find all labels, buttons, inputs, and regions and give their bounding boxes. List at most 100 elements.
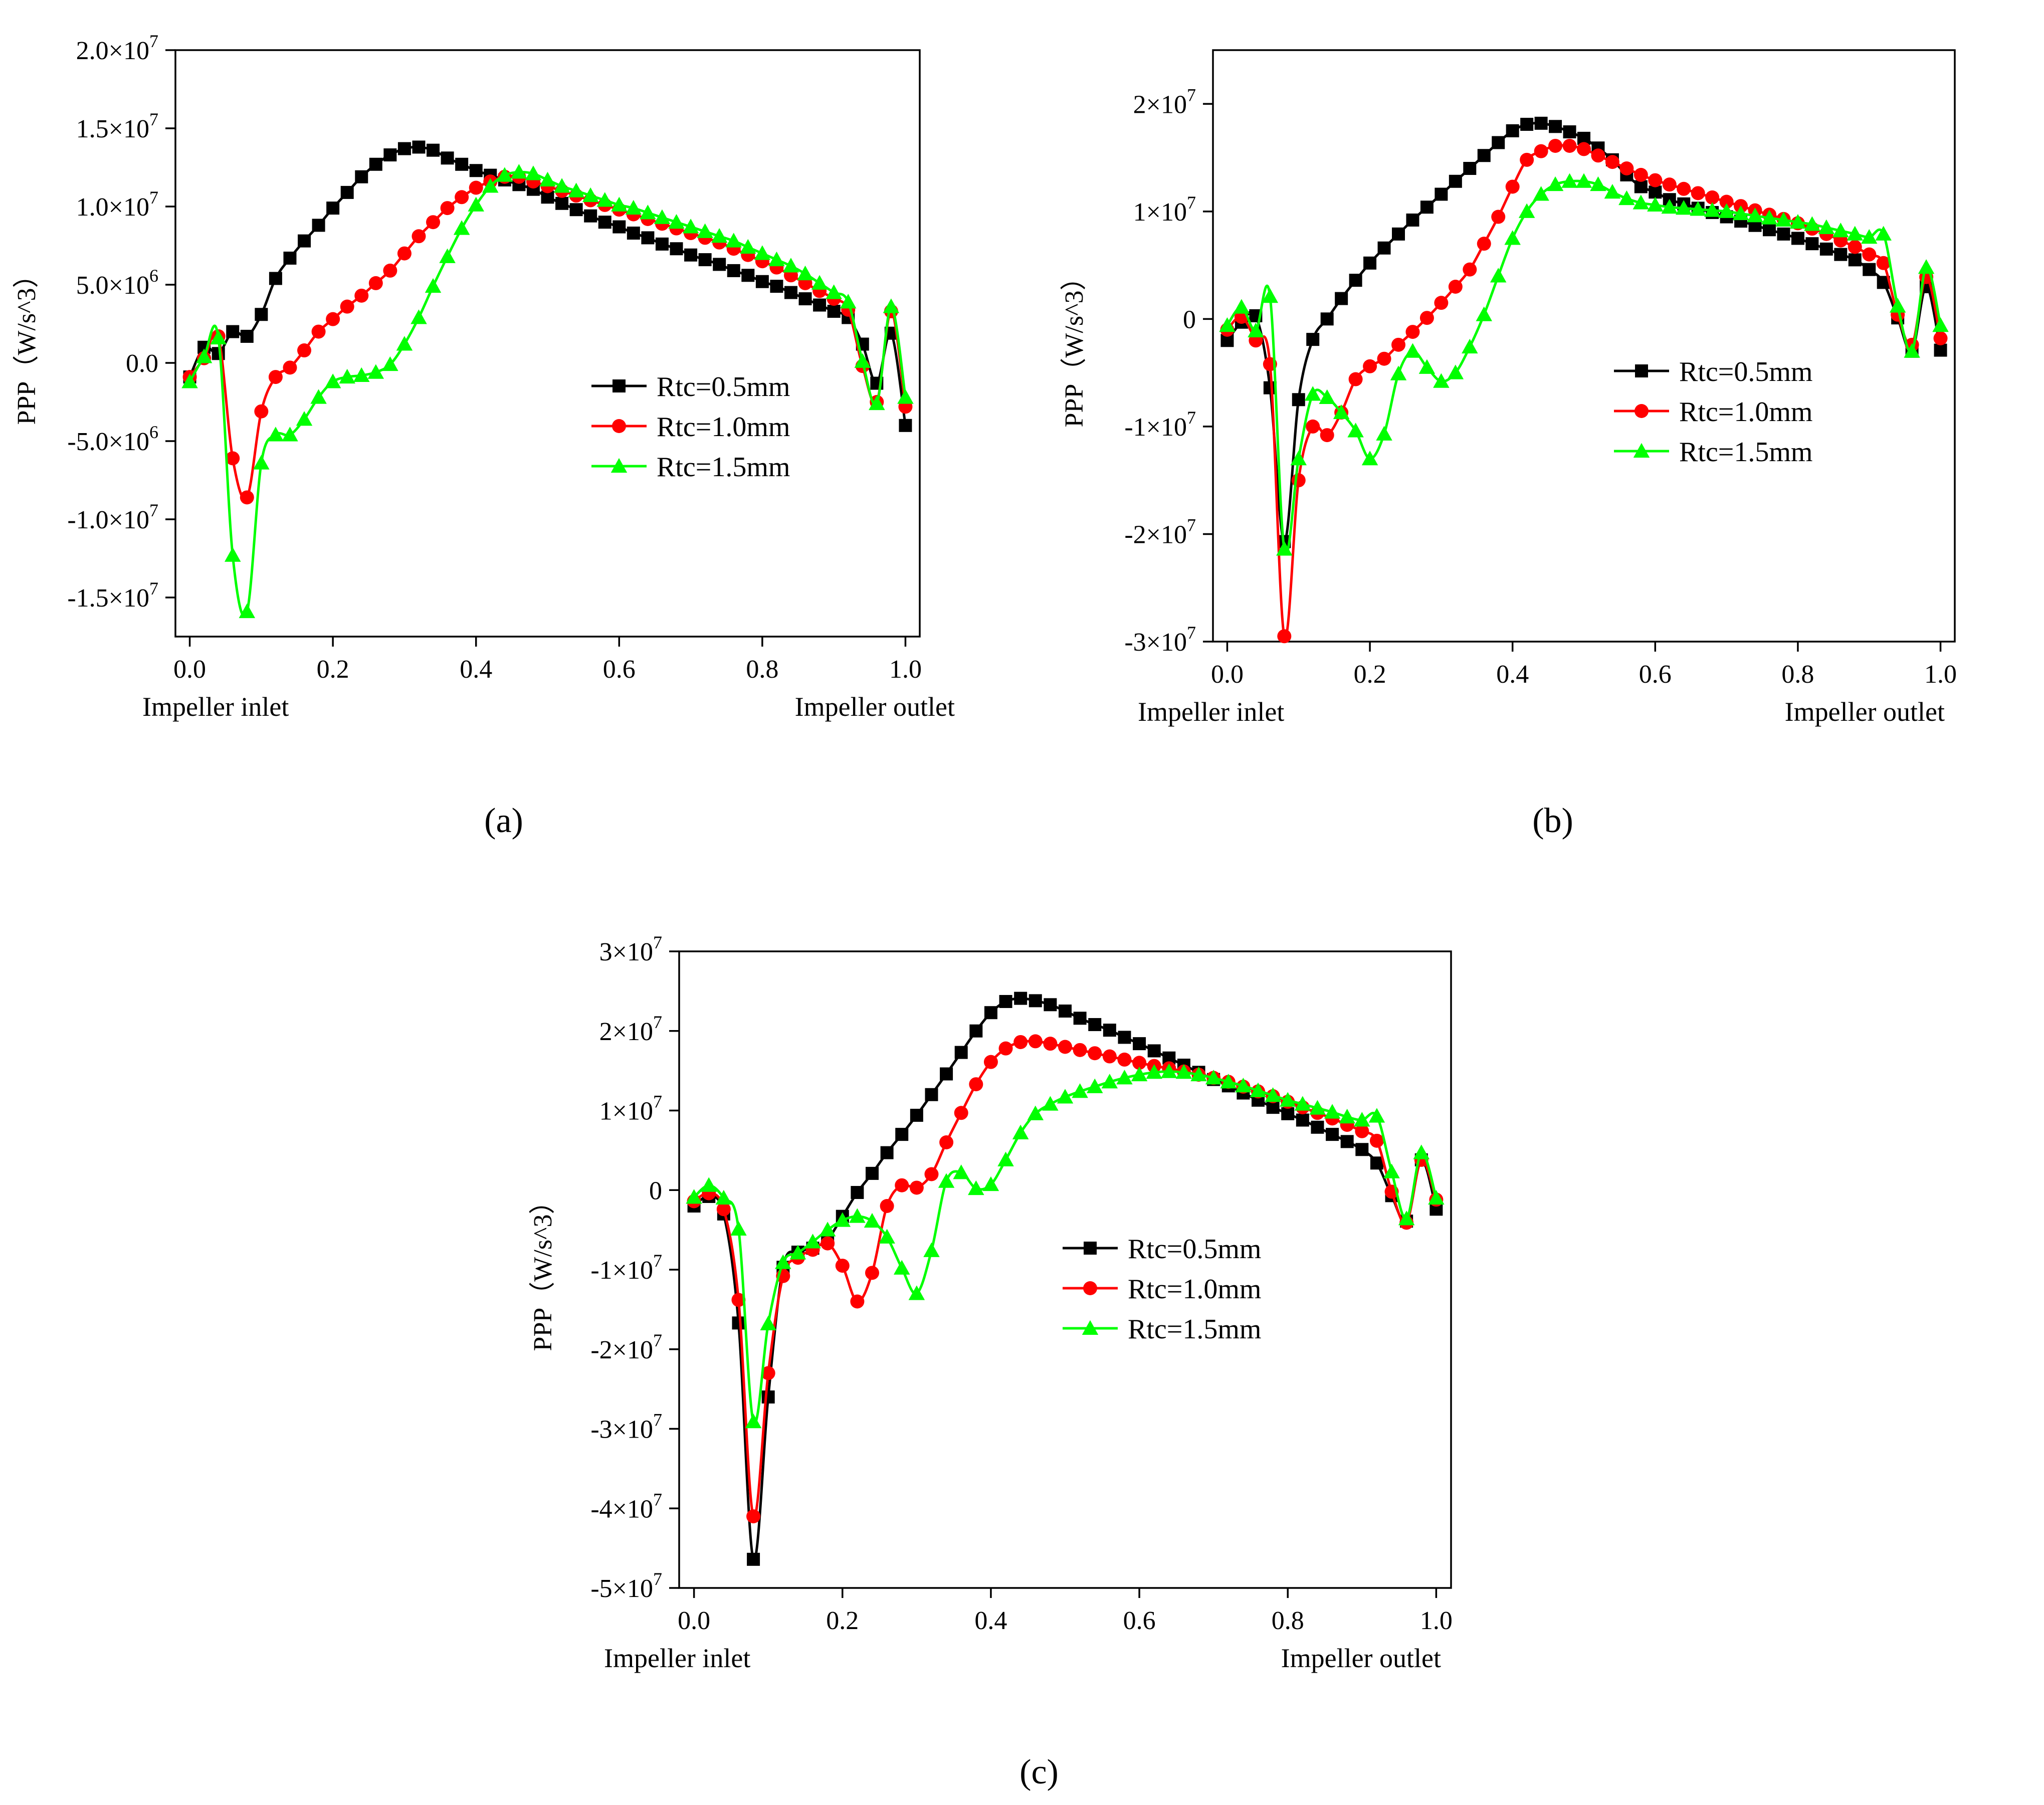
data-point bbox=[1088, 1046, 1102, 1061]
data-point bbox=[1326, 1128, 1339, 1141]
data-point bbox=[1086, 1078, 1103, 1093]
data-point bbox=[1591, 148, 1605, 163]
data-point bbox=[1370, 1156, 1383, 1170]
data-point bbox=[835, 1259, 850, 1273]
series-Rtc=1.5mm bbox=[686, 1063, 1445, 1429]
data-point bbox=[746, 1509, 761, 1524]
data-point bbox=[525, 165, 542, 180]
data-point bbox=[340, 299, 354, 314]
data-point bbox=[1590, 176, 1606, 191]
data-point bbox=[1934, 343, 1947, 357]
data-point bbox=[1363, 256, 1377, 270]
data-point bbox=[1391, 337, 1405, 352]
data-point bbox=[496, 167, 513, 182]
data-point bbox=[686, 1189, 702, 1204]
data-point bbox=[254, 404, 269, 419]
data-point bbox=[1404, 343, 1421, 358]
data-point bbox=[1248, 322, 1264, 337]
legend-marker bbox=[1082, 1320, 1099, 1335]
data-point bbox=[584, 209, 597, 223]
data-point bbox=[1918, 259, 1935, 274]
data-point bbox=[553, 178, 570, 193]
data-point bbox=[1028, 1034, 1043, 1049]
data-point bbox=[1101, 1074, 1118, 1089]
data-point bbox=[775, 1254, 791, 1269]
data-point bbox=[1718, 203, 1735, 218]
y-axis-label: PPP（W/s^3） bbox=[13, 262, 41, 425]
plot-frame bbox=[174, 49, 921, 638]
data-point bbox=[668, 214, 685, 229]
legend-marker bbox=[610, 458, 628, 473]
data-point bbox=[938, 1173, 955, 1188]
data-point bbox=[297, 343, 312, 358]
data-point bbox=[1072, 1083, 1088, 1098]
data-point bbox=[1847, 226, 1864, 241]
series-Rtc=1.0mm bbox=[687, 1034, 1444, 1524]
series-Rtc=1.5mm bbox=[181, 164, 914, 619]
y-tick-label: 1.5×107 bbox=[76, 109, 158, 143]
y-axis-label: PPP（W/s^3） bbox=[529, 1188, 557, 1351]
data-point bbox=[730, 1221, 747, 1236]
data-point bbox=[1012, 1124, 1029, 1139]
data-point bbox=[1306, 419, 1320, 434]
data-point bbox=[397, 246, 412, 261]
data-point bbox=[181, 373, 198, 388]
data-point bbox=[1476, 306, 1493, 321]
data-point bbox=[879, 1229, 895, 1244]
data-point bbox=[697, 223, 713, 238]
data-point bbox=[821, 1236, 835, 1251]
data-point bbox=[368, 276, 383, 290]
data-point bbox=[1549, 120, 1562, 133]
data-point bbox=[1349, 274, 1362, 287]
legend-label: Rtc=1.0mm bbox=[657, 412, 790, 443]
x-tick-label: 0.2 bbox=[317, 655, 349, 684]
y-tick-label: -4×107 bbox=[590, 1489, 662, 1523]
panel-label: (c) bbox=[1019, 1753, 1059, 1791]
data-point bbox=[1057, 1089, 1074, 1104]
data-point bbox=[1661, 198, 1678, 214]
data-point bbox=[1819, 242, 1833, 256]
panel-c: 0.0 0.2 0.4 0.6 0.8 1.0 -5×107 -4×107 -3×107 -2×1… bbox=[529, 932, 1453, 1791]
data-point bbox=[655, 237, 669, 251]
data-point bbox=[1133, 1037, 1146, 1051]
data-point bbox=[482, 178, 499, 193]
data-point bbox=[1876, 256, 1891, 270]
legend-item: Rtc=0.5mm bbox=[1063, 1234, 1261, 1265]
data-point bbox=[1791, 232, 1804, 245]
data-point bbox=[682, 219, 699, 234]
data-point bbox=[754, 245, 771, 260]
x-tick-label: 0.8 bbox=[1781, 660, 1814, 689]
data-point bbox=[1563, 125, 1576, 139]
data-point bbox=[1073, 1012, 1087, 1025]
data-point bbox=[1861, 229, 1878, 244]
data-point bbox=[611, 196, 628, 212]
data-point bbox=[240, 490, 254, 505]
data-point bbox=[1205, 1070, 1222, 1085]
data-point bbox=[627, 227, 640, 240]
data-point bbox=[1279, 1092, 1296, 1107]
data-point bbox=[1491, 210, 1506, 224]
data-point bbox=[747, 1552, 760, 1566]
data-point bbox=[893, 1260, 910, 1275]
data-point bbox=[1619, 161, 1634, 175]
data-point bbox=[210, 329, 227, 345]
series-Rtc=0.5mm bbox=[183, 140, 912, 432]
data-point bbox=[1013, 1035, 1028, 1049]
data-point bbox=[1296, 1113, 1309, 1127]
data-point bbox=[865, 1266, 879, 1280]
data-point bbox=[953, 1164, 969, 1179]
data-point bbox=[1320, 312, 1334, 326]
data-point bbox=[1848, 253, 1862, 267]
data-point bbox=[1118, 1031, 1131, 1044]
data-point bbox=[789, 1245, 806, 1260]
data-point bbox=[569, 203, 583, 217]
data-point bbox=[425, 278, 442, 293]
data-point bbox=[740, 239, 756, 254]
data-point bbox=[1662, 177, 1677, 192]
data-point bbox=[1862, 247, 1877, 262]
data-point bbox=[1719, 194, 1734, 209]
data-point bbox=[1233, 299, 1250, 314]
x-tick-label: 0.0 bbox=[678, 1607, 710, 1635]
x-tick-label: 0.4 bbox=[1496, 660, 1529, 689]
legend-item: Rtc=0.5mm bbox=[1614, 356, 1812, 387]
